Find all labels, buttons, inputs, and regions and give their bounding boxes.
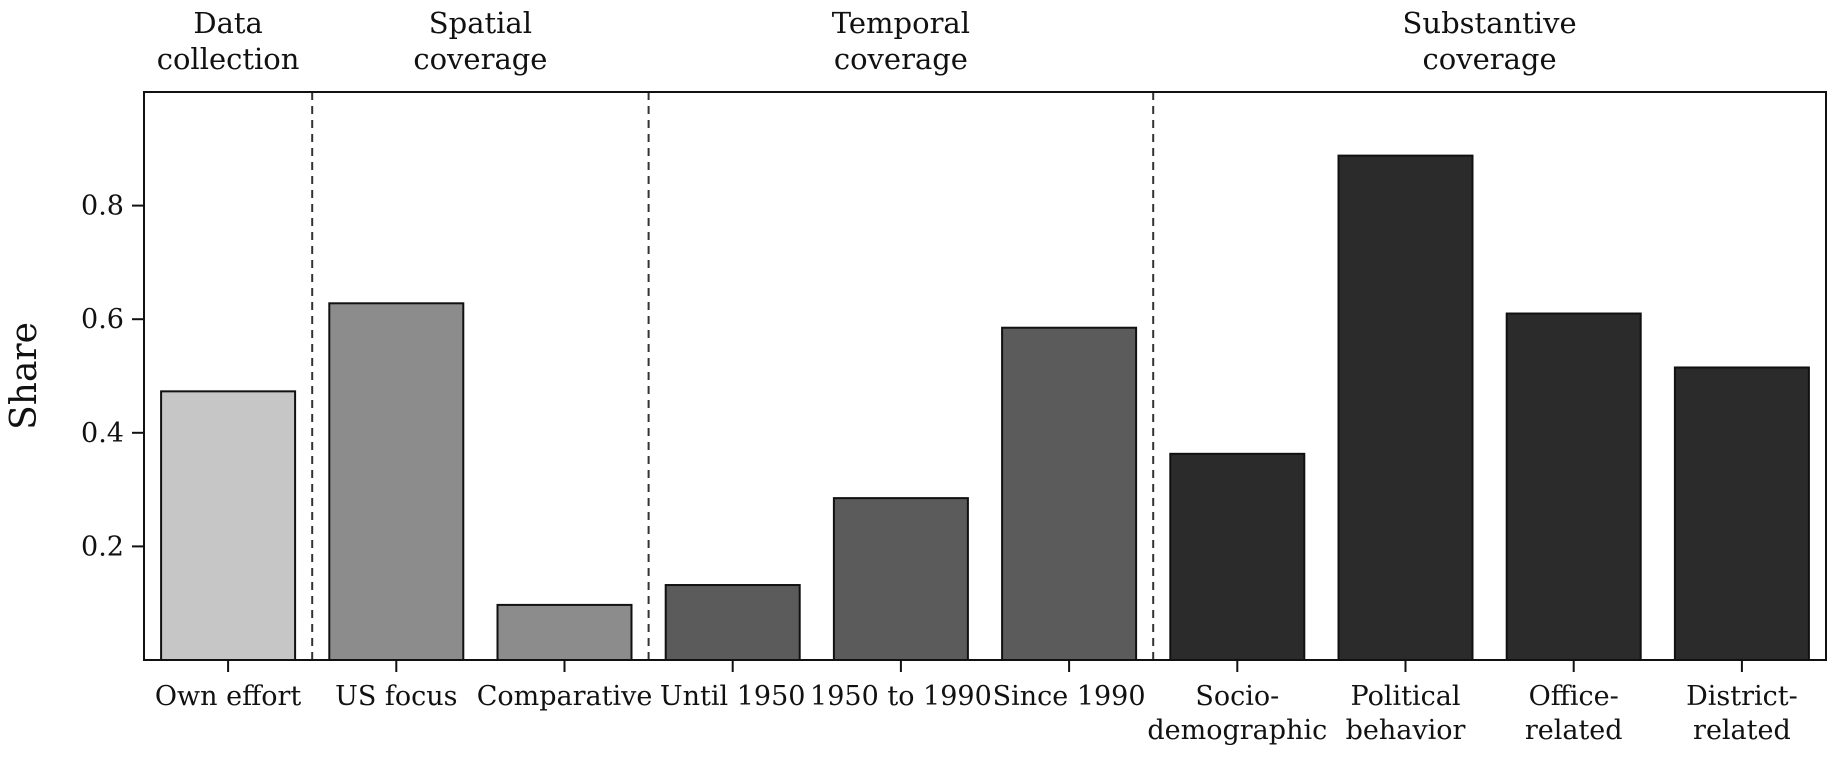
y-axis-title: Share — [4, 322, 45, 430]
group-label-substantive-coverage: Substantive coverage — [1403, 6, 1577, 76]
bar-us-focus — [328, 302, 465, 661]
category-label-1950-to-1990: 1950 to 1990 — [810, 681, 992, 712]
group-label-data-collection: Data collection — [157, 6, 300, 76]
bar-1950-to-1990 — [832, 497, 969, 661]
category-label-political-behavior: Political behavior — [1346, 681, 1466, 746]
bar-socio-demographic — [1169, 452, 1306, 662]
bar-political-behavior — [1337, 154, 1474, 661]
bar-office-related — [1505, 312, 1642, 661]
bar-comparative — [496, 603, 633, 661]
category-label-own-effort: Own effort — [155, 681, 302, 712]
category-label-since-1990: Since 1990 — [993, 681, 1146, 712]
group-separators — [311, 92, 1155, 660]
category-label-socio-demographic: Socio-demographic — [1147, 681, 1327, 746]
y-tick-label: 0.6 — [81, 304, 124, 335]
plot-frame — [143, 91, 1827, 661]
category-label-district-related: District-related — [1686, 681, 1798, 746]
category-label-office-related: Office-related — [1525, 681, 1623, 746]
group-labels: Data collection Spatial coverage Temporal cov… — [157, 6, 1577, 76]
y-tick-label: 0.8 — [81, 191, 124, 222]
bars — [160, 154, 1810, 662]
y-tick-label: 0.4 — [81, 418, 124, 449]
bar-own-effort — [160, 390, 297, 661]
category-label-us-focus: US focus — [335, 681, 457, 712]
bar-until-1950 — [664, 584, 801, 661]
group-label-spatial-coverage: Spatial coverage — [413, 6, 547, 76]
category-label-until-1950: Until 1950 — [660, 681, 806, 712]
bar-district-related — [1673, 366, 1810, 661]
group-label-temporal-coverage: Temporal coverage — [832, 6, 970, 76]
y-tick-label: 0.2 — [81, 531, 124, 562]
bar-since-1990 — [1001, 326, 1138, 661]
x-axis: Own effort US focus Comparative Until 1950 1… — [155, 660, 1798, 746]
category-label-comparative: Comparative — [477, 681, 653, 712]
y-axis: 0.2 0.4 0.6 0.8 — [81, 191, 144, 562]
